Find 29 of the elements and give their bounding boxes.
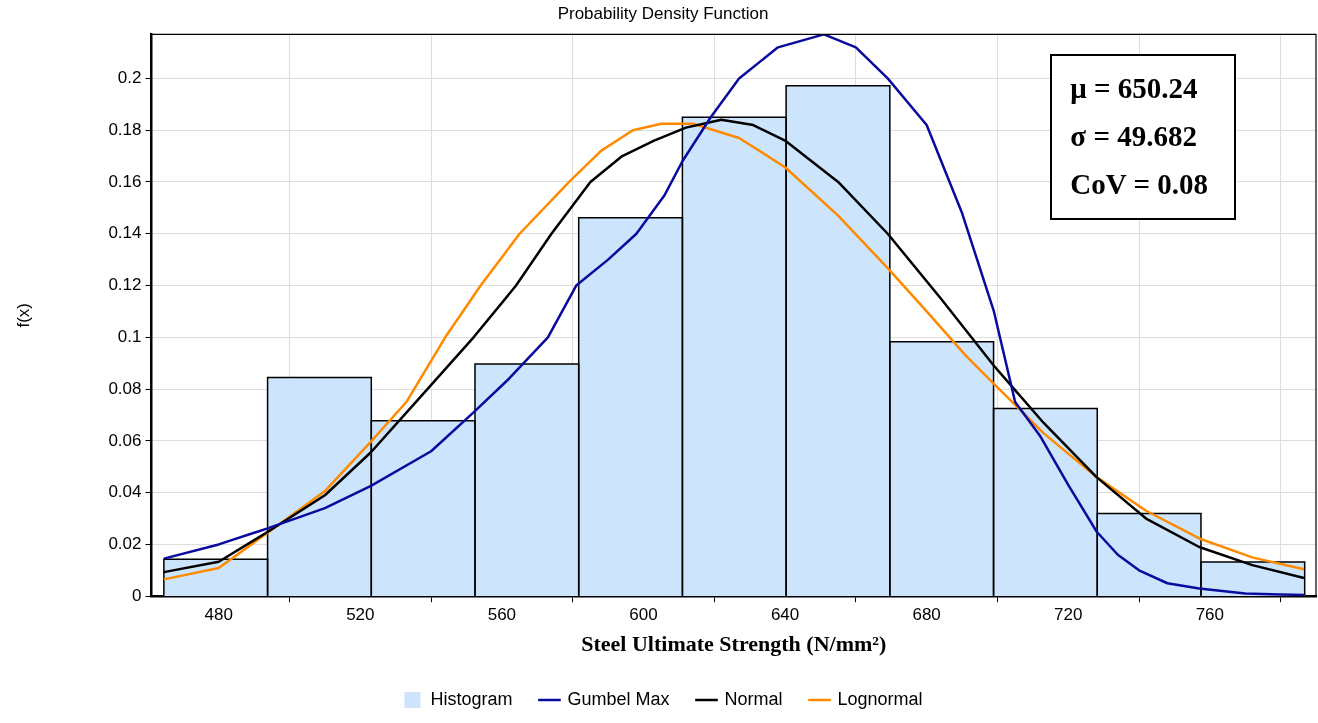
- y-tick-label: 0.12: [108, 275, 142, 295]
- legend-label: Gumbel Max: [567, 688, 670, 709]
- annotation: σ = 49.682: [1070, 119, 1198, 155]
- x-tick-label: 520: [346, 605, 375, 625]
- y-tick-label: 0.02: [108, 534, 142, 554]
- y-tick-label: 0.16: [108, 171, 142, 191]
- y-tick-label: 0.14: [108, 223, 142, 243]
- y-tick-label: 0.06: [108, 430, 142, 450]
- y-tick-label: 0.2: [117, 68, 142, 88]
- y-tick-label: 0.04: [108, 482, 142, 502]
- y-tick-label: 0.18: [108, 119, 142, 139]
- y-tick-label: 0: [132, 585, 142, 605]
- x-tick-label: 720: [1054, 605, 1083, 625]
- annotation: CoV = 0.08: [1070, 167, 1208, 203]
- y-tick-label: 0.08: [108, 378, 142, 398]
- chart-title: Probability Density Function: [557, 3, 769, 23]
- legend-label: Lognormal: [837, 688, 923, 709]
- x-tick-label: 600: [629, 605, 658, 625]
- y-tick-label: 0.1: [117, 326, 142, 346]
- y-axis-title: f(x): [13, 303, 33, 328]
- x-tick-label: 680: [912, 605, 941, 625]
- x-tick-label: 640: [770, 605, 800, 625]
- x-axis-title: Steel Ultimate Strength (N/mm²): [581, 631, 887, 657]
- x-tick-label: 760: [1195, 605, 1224, 625]
- legend-label: Histogram: [430, 688, 513, 709]
- x-tick-label: 480: [204, 605, 233, 625]
- x-tick-label: 560: [487, 605, 517, 625]
- annotation: μ = 650.24: [1070, 71, 1199, 107]
- legend-label: Normal: [724, 688, 783, 709]
